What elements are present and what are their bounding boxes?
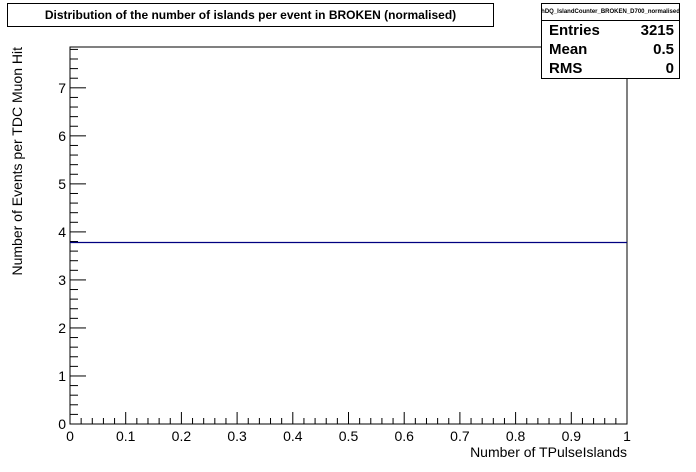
x-tick-label: 0.6 [394, 428, 414, 444]
plot-frame [69, 46, 628, 425]
x-tick-label: 0.9 [562, 428, 582, 444]
x-tick-label: 0.3 [227, 428, 247, 444]
x-tick-label: 0.1 [116, 428, 136, 444]
stats-label: Mean [549, 41, 588, 58]
stats-box: hDQ_IslandCounter_BROKEN_D700_normalised… [541, 3, 680, 79]
y-tick-label: 1 [58, 368, 66, 384]
stats-histogram-name: hDQ_IslandCounter_BROKEN_D700_normalised [542, 4, 679, 21]
y-tick-label: 4 [58, 224, 66, 240]
y-tick-label: 5 [58, 176, 66, 192]
x-tick-label: 0.5 [339, 428, 359, 444]
chart-title: Distribution of the number of islands pe… [44, 8, 457, 22]
stats-row-mean: Mean 0.5 [542, 40, 679, 59]
stats-value: 3215 [640, 22, 674, 39]
stats-row-rms: RMS 0 [542, 59, 679, 78]
stats-label: RMS [549, 60, 583, 77]
y-tick-label: 7 [58, 80, 66, 96]
x-tick-label: 1 [623, 428, 631, 444]
x-tick-label: 0.4 [283, 428, 303, 444]
y-tick-label: 0 [58, 416, 66, 432]
y-tick-label: 6 [58, 128, 66, 144]
stats-row-entries: Entries 3215 [542, 21, 679, 40]
x-tick-label: 0.7 [450, 428, 470, 444]
y-axis-title: Number of Events per TDC Muon Hit [9, 47, 25, 276]
stats-value: 0 [665, 60, 674, 77]
x-axis: 0 0.1 0.2 0.3 0.4 0.5 0.6 0.7 0.8 0.9 1 [66, 412, 631, 444]
chart-title-box: Distribution of the number of islands pe… [7, 3, 494, 27]
y-tick-label: 2 [58, 320, 66, 336]
x-axis-title: Number of TPulseIslands [470, 444, 627, 460]
stats-label: Entries [549, 22, 600, 39]
y-tick-label: 3 [58, 272, 66, 288]
stats-value: 0.5 [653, 41, 674, 58]
y-axis: 0 1 2 3 4 5 6 7 [58, 48, 86, 432]
x-tick-label: 0.8 [506, 428, 526, 444]
x-tick-label: 0.2 [172, 428, 192, 444]
x-tick-label: 0 [66, 428, 74, 444]
